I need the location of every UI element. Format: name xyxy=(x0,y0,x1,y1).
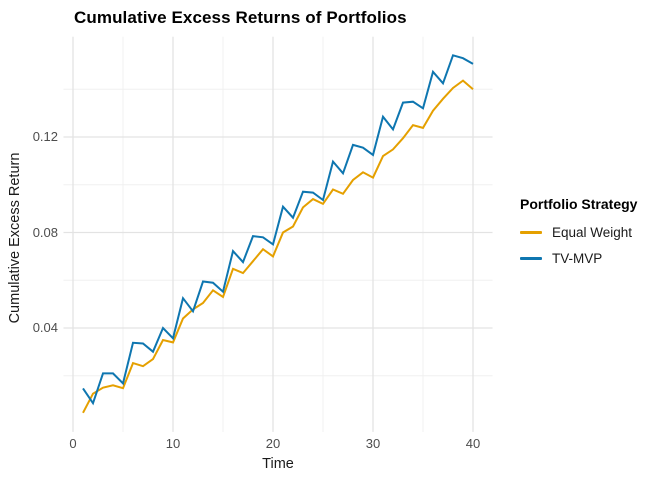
y-tick-label: 0.12 xyxy=(32,128,58,144)
legend-title: Portfolio Strategy xyxy=(520,196,638,212)
legend-item-tv-mvp: TV-MVP xyxy=(520,250,637,267)
legend: Portfolio Strategy Equal Weight TV-MVP xyxy=(520,196,637,276)
series-lines xyxy=(82,54,474,414)
tv-mvp-line-key-icon xyxy=(520,257,542,260)
chart-title: Cumulative Excess Returns of Portfolios xyxy=(74,8,407,27)
x-tick-label: 0 xyxy=(69,436,77,451)
equal-weight-line-key-icon xyxy=(520,231,542,234)
y-axis-title: Cumulative Excess Return xyxy=(7,152,23,324)
x-tick-label: 20 xyxy=(265,436,281,451)
x-tick-label: 30 xyxy=(365,436,381,451)
legend-item-equal-weight: Equal Weight xyxy=(520,224,637,241)
series-line-tv-mvp xyxy=(82,54,474,406)
x-axis-title: Time xyxy=(262,456,294,472)
x-tick-label: 10 xyxy=(165,436,181,451)
gridlines-minor xyxy=(63,36,493,432)
y-tick-label: 0.04 xyxy=(32,320,58,336)
legend-label: TV-MVP xyxy=(552,251,603,266)
legend-label: Equal Weight xyxy=(552,225,633,240)
y-tick-label: 0.08 xyxy=(32,224,58,240)
x-tick-label: 40 xyxy=(465,436,481,451)
gridlines-major xyxy=(63,36,493,432)
series-line-equal-weight xyxy=(82,79,474,414)
